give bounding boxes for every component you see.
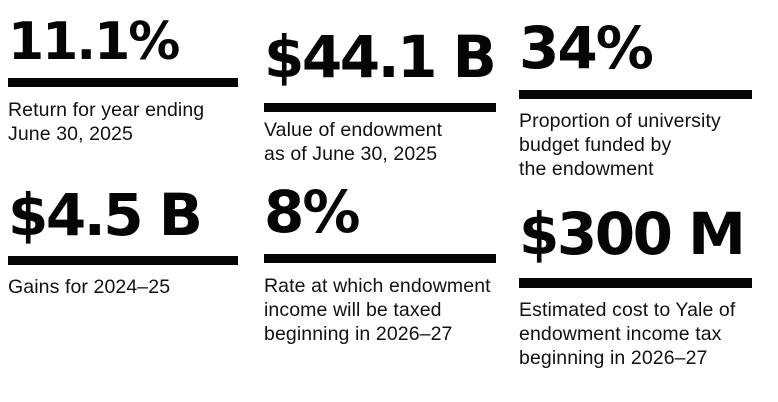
- stat-caption: Return for year ending June 30, 2025: [8, 99, 205, 145]
- divider-rule: [8, 256, 238, 265]
- divider-rule: [264, 103, 496, 112]
- stat-value: 8%: [264, 178, 360, 246]
- divider-rule: [8, 78, 238, 87]
- stat-caption: Value of endowment as of June 30, 2025: [264, 119, 443, 165]
- divider-rule: [519, 90, 752, 99]
- stat-caption: Estimated cost to Yale of endowment inco…: [519, 299, 736, 369]
- stat-block-tax-rate: 8% Rate at which endowment income will b…: [264, 180, 496, 346]
- stat-block-tax-cost: $300 M Estimated cost to Yale of endowme…: [519, 203, 752, 370]
- stat-block-budget-share: 34% Proportion of university budget fund…: [519, 16, 752, 181]
- stat-value: $44.1 B: [264, 23, 497, 91]
- stat-value: $300 M: [519, 200, 746, 268]
- stat-block-endowment-value: $44.1 B Value of endowment as of June 30…: [264, 22, 497, 166]
- stat-value: 11.1%: [8, 12, 180, 72]
- stat-block-annual-return: 11.1% Return for year ending June 30, 20…: [8, 14, 238, 146]
- stat-caption: Rate at which endowment income will be t…: [264, 275, 491, 345]
- stat-block-gains: $4.5 B Gains for 2024–25: [8, 182, 238, 299]
- stat-caption: Gains for 2024–25: [8, 276, 171, 298]
- stat-value: 34%: [519, 14, 654, 82]
- divider-rule: [519, 278, 752, 288]
- divider-rule: [264, 254, 496, 263]
- stat-value: $4.5 B: [8, 181, 203, 249]
- stat-caption: Proportion of university budget funded b…: [519, 110, 721, 180]
